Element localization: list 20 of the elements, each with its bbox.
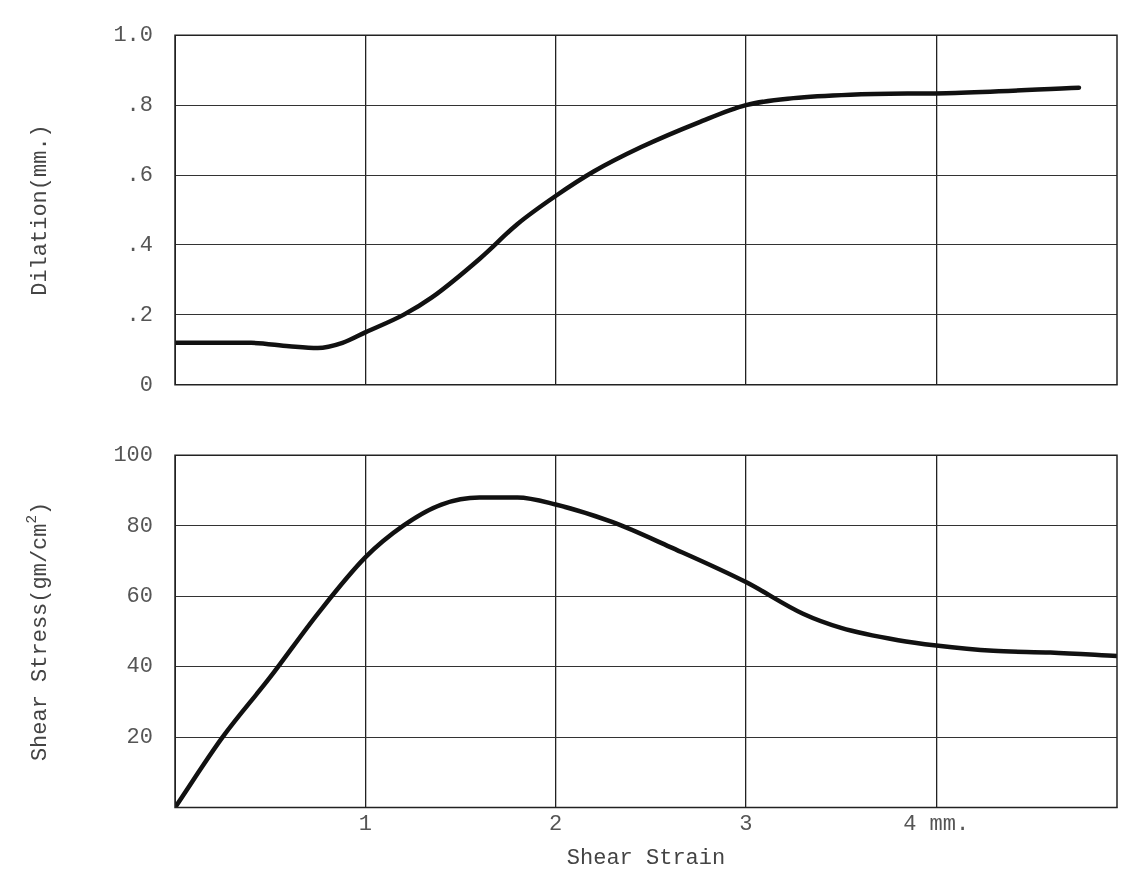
x-tick-label: 3 [739, 811, 753, 837]
line-series [175, 85, 1082, 351]
y-tick-label: 1.0 [113, 23, 153, 49]
y-tick-label: 100 [113, 443, 153, 469]
y-axis-title: Dilation(mm.) [27, 124, 53, 296]
y-tick-label: .8 [126, 92, 153, 118]
y-tick-label: .2 [126, 302, 153, 328]
x-axis-title: Shear Strain [566, 845, 726, 871]
x-tick-label: 2 [549, 811, 563, 837]
y-tick-label: 0 [139, 372, 153, 398]
line-series [175, 495, 1117, 808]
x-tick-label: 4 mm. [903, 811, 970, 837]
x-tick-label: 1 [358, 811, 372, 837]
y-tick-label: 20 [126, 724, 153, 750]
y-axis-title: Shear Stress(gm/cm2) [24, 501, 53, 762]
y-tick-label: 80 [126, 513, 153, 539]
y-tick-label: 60 [126, 583, 153, 609]
y-tick-label: 40 [126, 654, 153, 680]
y-tick-label: .6 [126, 162, 153, 188]
y-tick-label: .4 [126, 232, 153, 258]
